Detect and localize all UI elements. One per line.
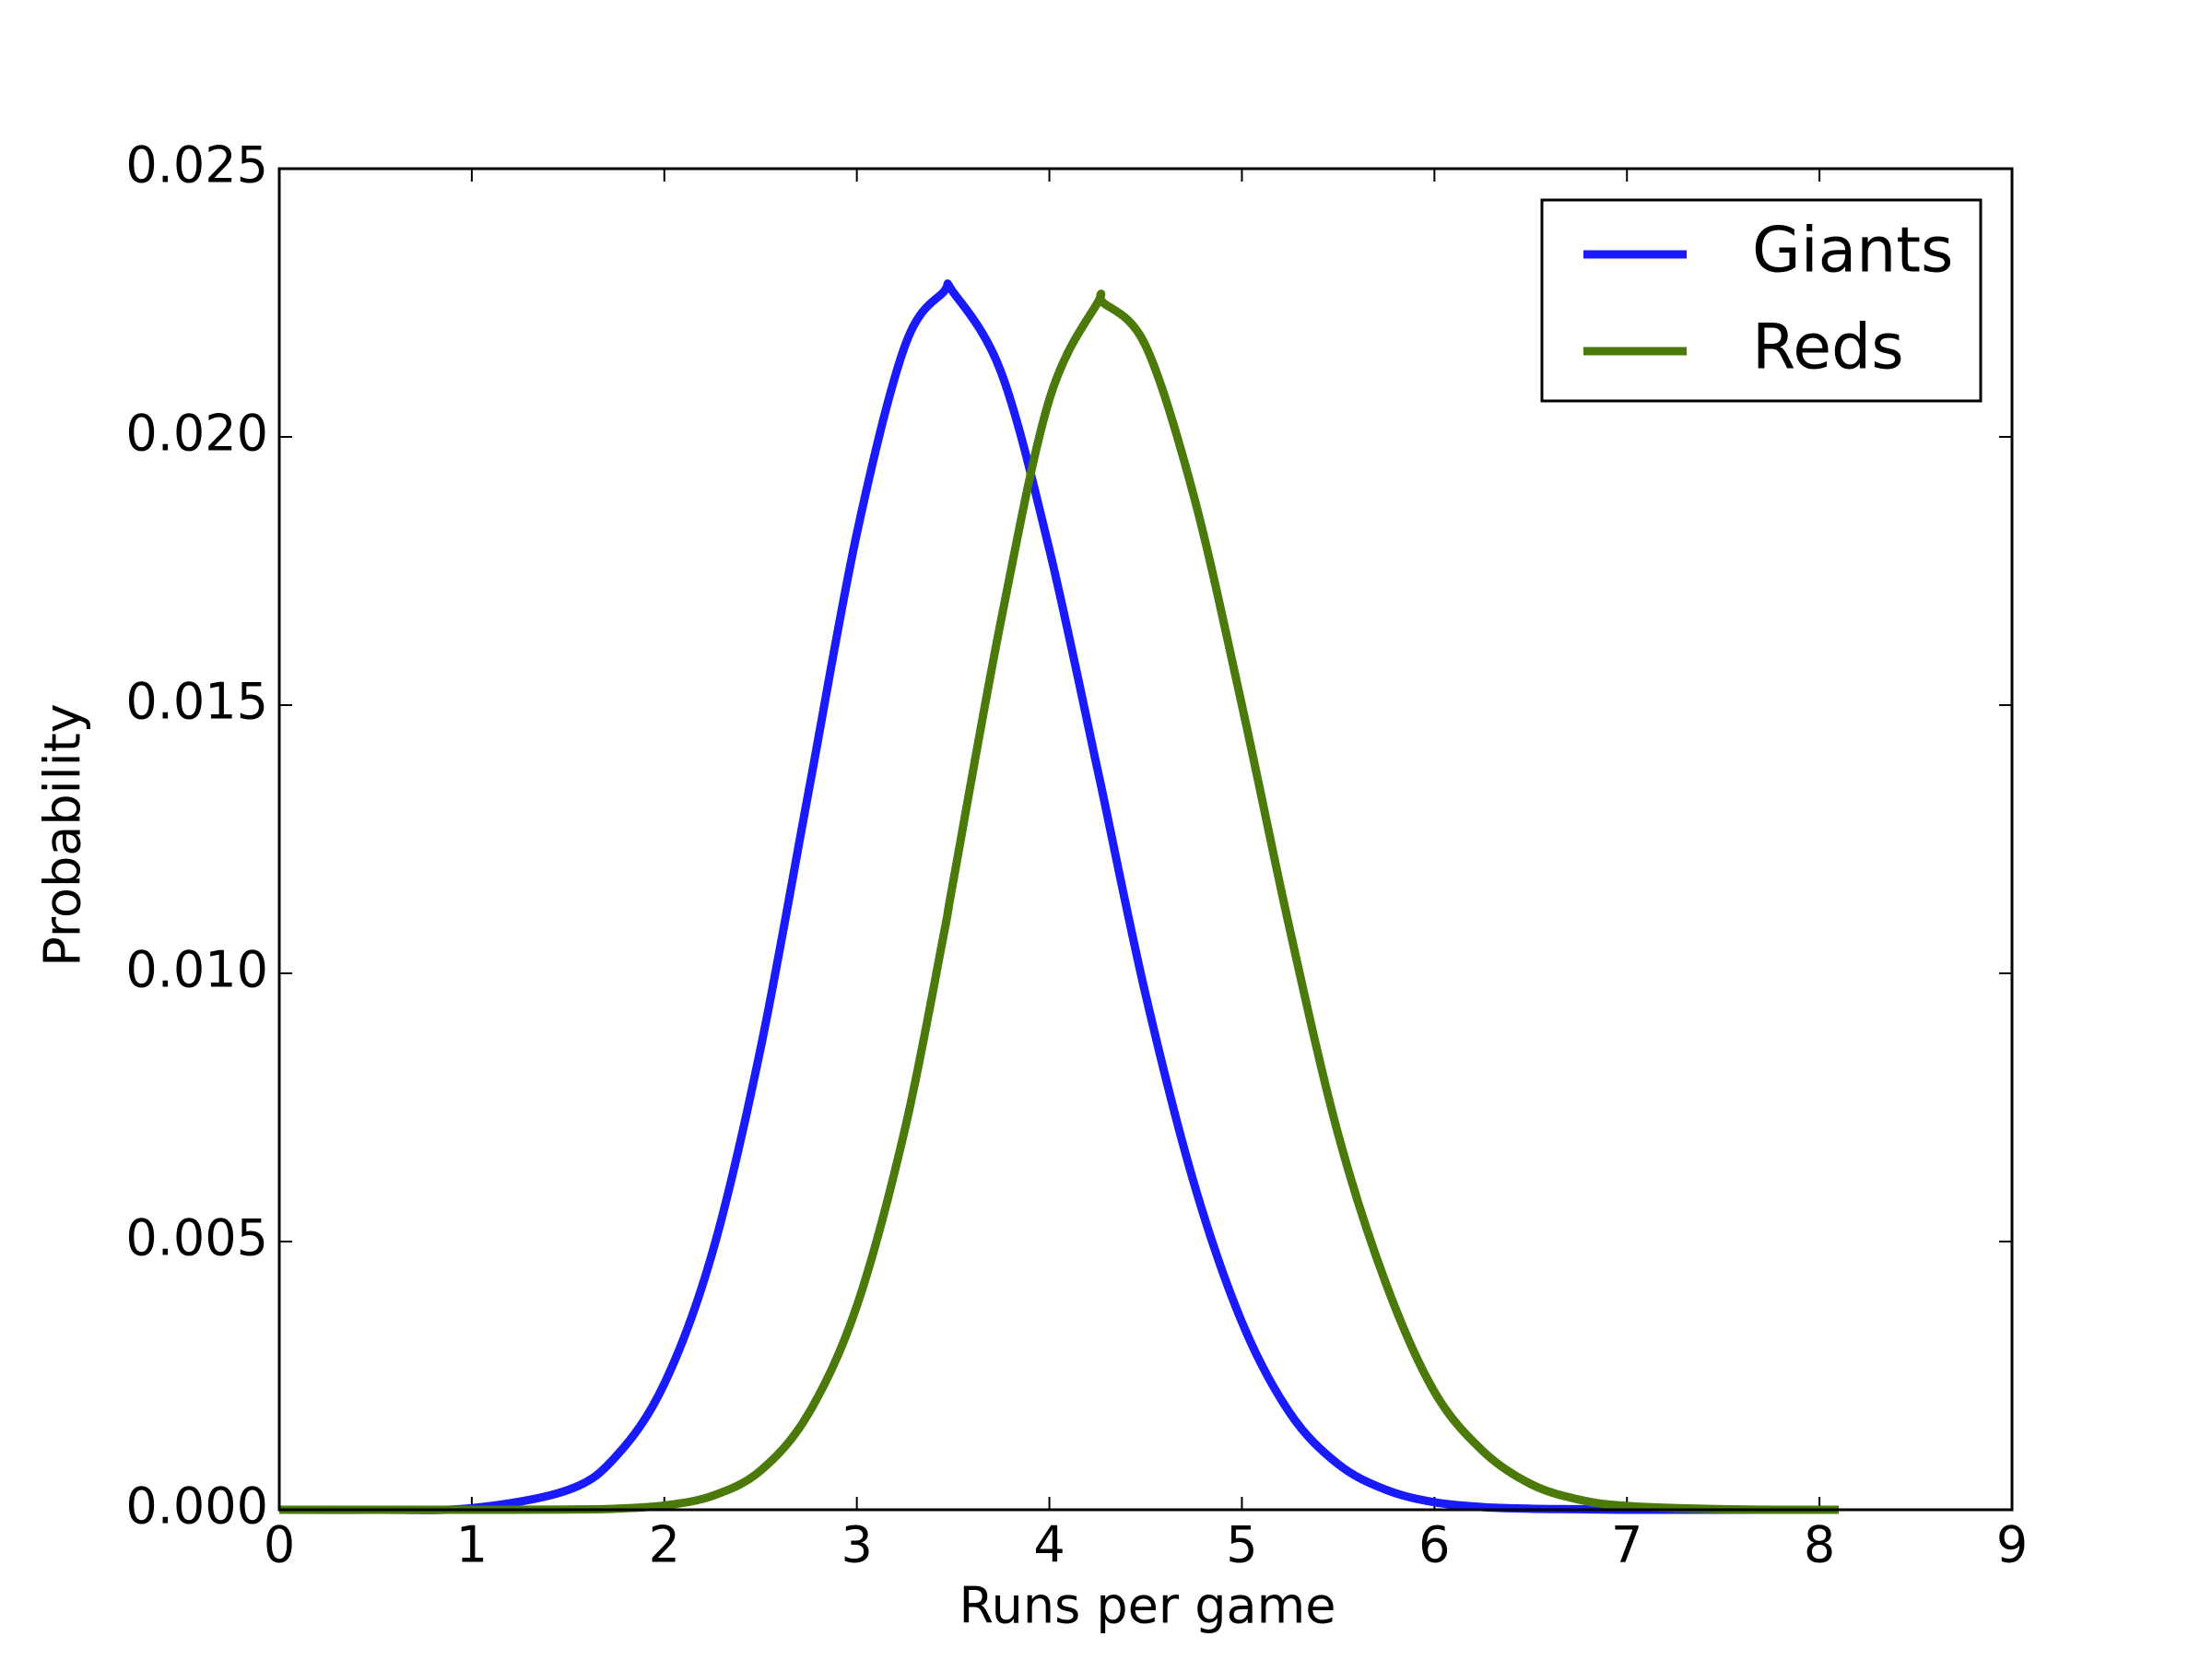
x-tick-label: 4 xyxy=(1033,1516,1065,1574)
series-line xyxy=(278,289,1840,1514)
x-axis-label: Runs per game xyxy=(959,1577,1336,1635)
x-tick-label: 7 xyxy=(1611,1516,1642,1574)
x-tick-label: 9 xyxy=(1996,1516,2028,1574)
x-tick-label: 1 xyxy=(456,1516,488,1574)
y-tick-label: 0.000 xyxy=(125,1478,268,1536)
y-tick-label: 0.010 xyxy=(125,941,268,999)
x-tick-label: 0 xyxy=(264,1516,295,1574)
x-tick-label: 8 xyxy=(1804,1516,1835,1574)
y-tick-label: 0.015 xyxy=(125,673,268,731)
y-tick-label: 0.005 xyxy=(125,1209,268,1267)
legend-label: Giants xyxy=(1752,215,1953,288)
plot-frame xyxy=(277,167,2014,1512)
legend-label: Reds xyxy=(1752,312,1904,384)
y-tick-label: 0.020 xyxy=(125,405,268,463)
x-tick-label: 2 xyxy=(649,1516,680,1574)
y-axis-label: Probability xyxy=(34,703,92,966)
x-tick-label: 3 xyxy=(841,1516,872,1574)
series-line xyxy=(278,279,1839,1514)
x-tick-label: 6 xyxy=(1418,1516,1450,1574)
y-tick-label: 0.025 xyxy=(125,136,268,194)
x-tick-label: 5 xyxy=(1226,1516,1257,1574)
legend-box xyxy=(1540,198,1983,403)
